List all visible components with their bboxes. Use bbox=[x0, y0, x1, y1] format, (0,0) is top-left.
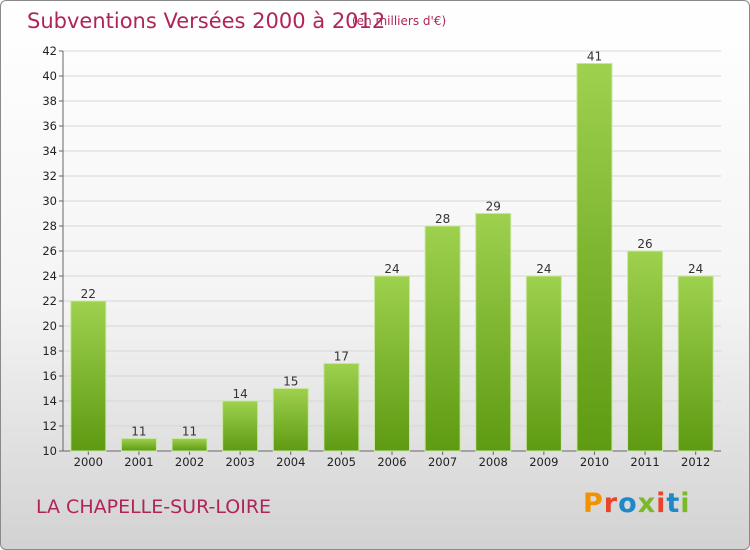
labels: 10 12 14 16 18 20 22 24 26 28 30 32 34 36 38 40 42 22 2000… bbox=[42, 44, 710, 469]
bar-value-label: 15 bbox=[283, 375, 298, 389]
bar-2002 bbox=[171, 438, 208, 452]
bar-value-label: 28 bbox=[435, 212, 450, 226]
x-tick-label: 2008 bbox=[479, 455, 508, 469]
bar-value-label: 24 bbox=[536, 262, 551, 276]
bar-2003 bbox=[222, 400, 259, 452]
x-tick-label: 2002 bbox=[175, 455, 204, 469]
logo-letter: i bbox=[656, 488, 667, 519]
x-tick-label: 2011 bbox=[630, 455, 659, 469]
bar-2012 bbox=[677, 275, 714, 452]
x-tick-label: 2010 bbox=[580, 455, 609, 469]
x-tick-label: 2009 bbox=[529, 455, 558, 469]
bar-2008 bbox=[475, 213, 512, 452]
x-tick-label: 2012 bbox=[681, 455, 710, 469]
bar-value-label: 29 bbox=[486, 200, 501, 214]
chart-title: Subventions Versées 2000 à 2012 bbox=[27, 9, 386, 33]
proxiti-logo: Proxiti bbox=[583, 488, 691, 519]
y-tick-label: 38 bbox=[42, 94, 57, 108]
bar-2004 bbox=[272, 388, 309, 452]
y-tick-label: 40 bbox=[42, 69, 57, 83]
logo-letter: i bbox=[680, 488, 691, 519]
bar-value-label: 26 bbox=[637, 237, 652, 251]
y-tick-label: 32 bbox=[42, 169, 57, 183]
x-tick-label: 2006 bbox=[377, 455, 406, 469]
bar-2009 bbox=[525, 275, 562, 452]
bar-value-label: 11 bbox=[182, 425, 197, 439]
bar-2005 bbox=[323, 363, 360, 452]
y-tick-label: 20 bbox=[42, 319, 57, 333]
chart-subtitle: (en milliers d'€) bbox=[352, 14, 447, 28]
y-tick-label: 24 bbox=[42, 269, 57, 283]
bar-value-label: 41 bbox=[587, 50, 602, 64]
y-tick-label: 42 bbox=[42, 44, 57, 58]
bar-value-label: 14 bbox=[233, 387, 248, 401]
y-tick-label: 18 bbox=[42, 344, 57, 358]
bar-2001 bbox=[120, 438, 157, 452]
bar-value-label: 22 bbox=[81, 287, 96, 301]
bar-value-label: 24 bbox=[384, 262, 399, 276]
logo-letter: o bbox=[618, 488, 638, 519]
y-tick-label: 30 bbox=[42, 194, 57, 208]
x-tick-label: 2001 bbox=[124, 455, 153, 469]
y-tick-label: 12 bbox=[42, 419, 57, 433]
bar-2006 bbox=[374, 275, 410, 452]
x-tick-label: 2003 bbox=[226, 455, 255, 469]
y-tick-label: 14 bbox=[42, 394, 57, 408]
bar-2000 bbox=[70, 300, 107, 452]
bars bbox=[70, 63, 714, 452]
logo-letter: P bbox=[583, 488, 604, 519]
bar-value-label: 24 bbox=[688, 262, 703, 276]
x-tick-label: 2000 bbox=[74, 455, 103, 469]
bar-value-label: 11 bbox=[131, 425, 146, 439]
location-name: LA CHAPELLE-SUR-LOIRE bbox=[36, 496, 272, 518]
y-tick-label: 10 bbox=[42, 444, 57, 458]
logo-letter: x bbox=[637, 488, 657, 519]
logo-letter: t bbox=[666, 488, 681, 519]
y-tick-label: 36 bbox=[42, 119, 57, 133]
y-tick-label: 28 bbox=[42, 219, 57, 233]
y-tick-label: 22 bbox=[42, 294, 57, 308]
x-tick-label: 2005 bbox=[327, 455, 356, 469]
logo-letter: r bbox=[603, 488, 619, 519]
y-tick-label: 34 bbox=[42, 144, 57, 158]
bar-2011 bbox=[627, 250, 664, 452]
x-tick-label: 2007 bbox=[428, 455, 457, 469]
y-tick-label: 26 bbox=[42, 244, 57, 258]
bar-2007 bbox=[424, 225, 461, 452]
bar-value-label: 17 bbox=[334, 350, 349, 364]
y-tick-label: 16 bbox=[42, 369, 57, 383]
x-tick-label: 2004 bbox=[276, 455, 305, 469]
bar-2010 bbox=[576, 63, 613, 452]
